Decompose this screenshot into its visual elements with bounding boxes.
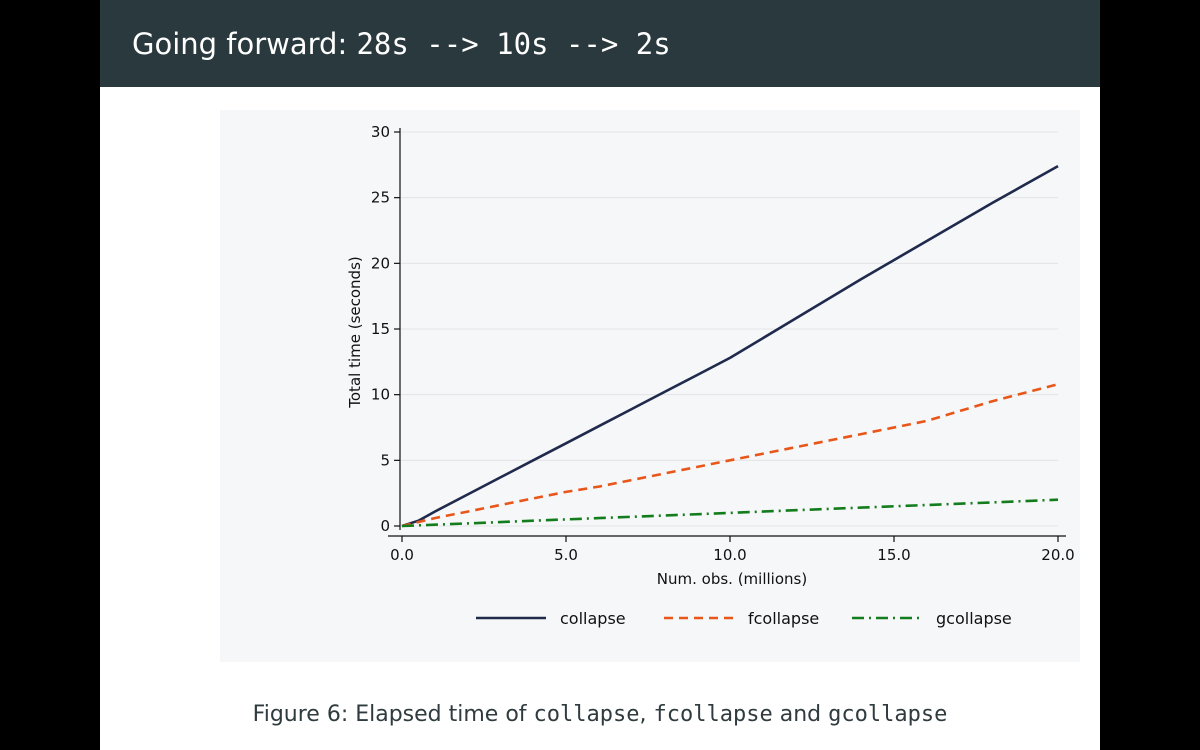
slide-title: Going forward: 28s --> 10s --> 2s <box>132 24 671 64</box>
gridlines <box>400 131 1058 527</box>
x-axis-title: Num. obs. (millions) <box>657 570 807 588</box>
y-tick-label: 25 <box>371 189 390 207</box>
y-tick-label: 5 <box>380 451 390 469</box>
legend-label-gcollapse: gcollapse <box>936 609 1012 628</box>
x-tick-label: 5.0 <box>554 546 578 564</box>
x-tick-label: 10.0 <box>713 546 746 564</box>
series-line-gcollapse <box>401 498 1059 528</box>
caption-separator-1: , <box>639 702 654 727</box>
y-tick-label: 10 <box>371 386 390 404</box>
caption-code-fcollapse: fcollapse <box>653 702 773 727</box>
caption-text: Elapsed time of <box>348 702 534 727</box>
caption-separator-2: and <box>772 702 829 727</box>
title-bar: Going forward: 28s --> 10s --> 2s <box>100 0 1100 87</box>
legend: collapse fcollapse gcollapse <box>476 609 1012 628</box>
y-axis-title: Total time (seconds) <box>346 256 364 408</box>
x-tick-label: 20.0 <box>1041 546 1074 564</box>
x-tick-label: 0.0 <box>390 546 414 564</box>
figure-panel: 0 5 10 15 20 25 30 0.0 5.0 10.0 15.0 20.0 Total tim… <box>220 110 1080 662</box>
y-tick-label: 30 <box>371 123 390 141</box>
legend-item-gcollapse: gcollapse <box>852 609 1012 628</box>
legend-label-fcollapse: fcollapse <box>748 609 819 628</box>
figure-caption: Figure 6: Elapsed time of collapse, fcol… <box>100 702 1100 727</box>
legend-item-fcollapse: fcollapse <box>664 609 819 628</box>
caption-code-collapse: collapse <box>533 702 640 727</box>
x-tick-label: 15.0 <box>877 546 910 564</box>
y-tick-label: 20 <box>371 254 390 272</box>
series-lines <box>401 164 1059 528</box>
series-line-collapse <box>401 164 1059 528</box>
slide-title-code: 28s --> 10s --> 2s <box>356 27 671 61</box>
slide: Going forward: 28s --> 10s --> 2s 0 5 10 15… <box>100 0 1100 750</box>
y-tick-label: 15 <box>371 320 390 338</box>
legend-item-collapse: collapse <box>476 609 626 628</box>
line-chart: 0 5 10 15 20 25 30 0.0 5.0 10.0 15.0 20.0 Total tim… <box>346 123 1075 628</box>
y-tick-label: 0 <box>380 517 390 535</box>
slide-title-text: Going forward: <box>132 27 357 61</box>
caption-code-gcollapse: gcollapse <box>828 702 948 727</box>
caption-label: Figure 6: <box>252 702 349 727</box>
axes: 0 5 10 15 20 25 30 0.0 5.0 10.0 15.0 20.0 <box>371 123 1075 564</box>
legend-label-collapse: collapse <box>560 609 626 628</box>
